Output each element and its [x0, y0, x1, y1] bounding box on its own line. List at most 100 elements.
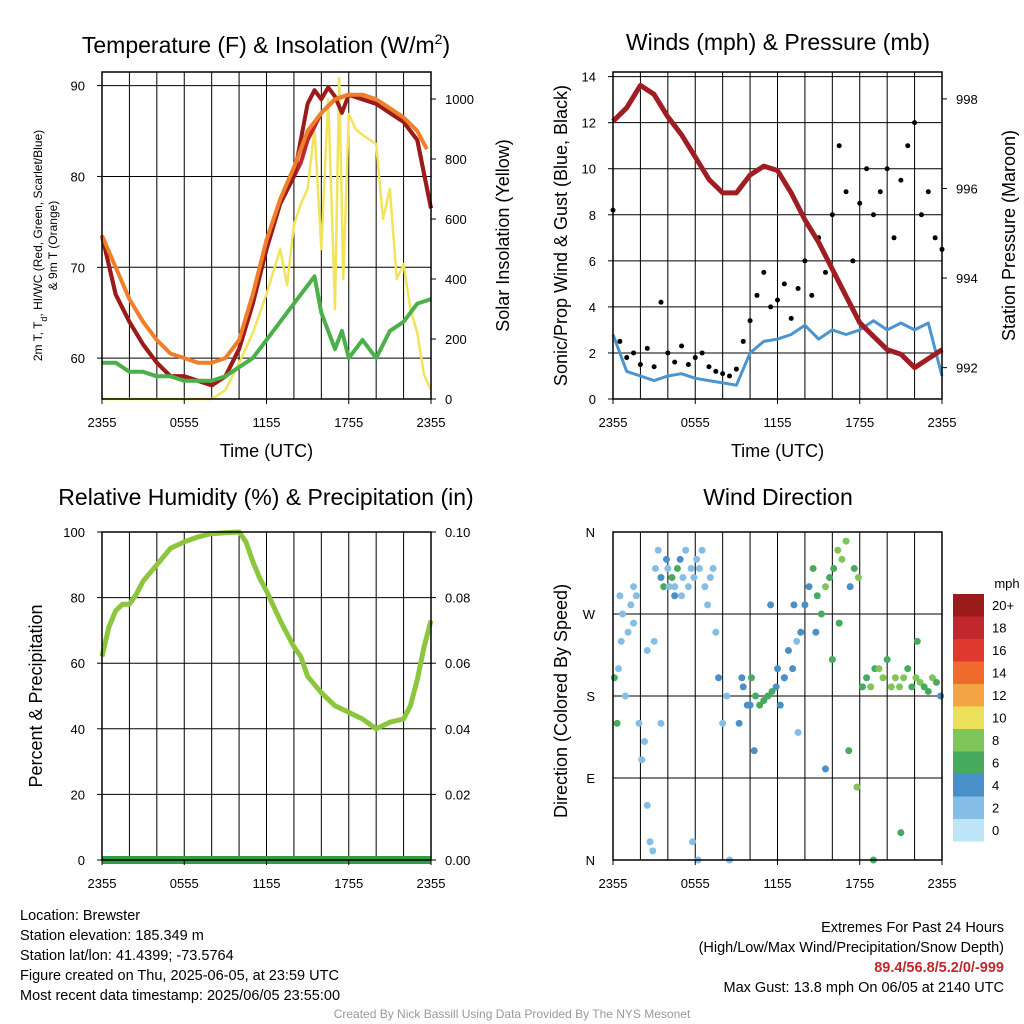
- x-tick-label: 2355: [417, 876, 446, 891]
- direction-point: [812, 628, 820, 636]
- y-tick-label: 100: [63, 525, 85, 540]
- legend-swatch: [953, 751, 984, 774]
- direction-point: [630, 583, 638, 591]
- extremes-title: Extremes For Past 24 Hours: [821, 920, 1004, 936]
- direction-point: [627, 601, 635, 609]
- gust-point: [754, 292, 760, 298]
- direction-point: [801, 601, 809, 609]
- gust-point: [692, 355, 698, 361]
- y-tick-label-right: 994: [956, 271, 978, 286]
- x-tick-label: 1755: [334, 876, 363, 891]
- y-axis-label-right: Solar Insolation (Yellow): [493, 139, 513, 331]
- y-axis-label-right: Station Pressure (Maroon): [999, 130, 1019, 341]
- direction-point: [854, 574, 862, 582]
- x-axis-label: Time (UTC): [220, 441, 313, 461]
- direction-point: [846, 583, 854, 591]
- direction-point: [678, 592, 686, 600]
- x-tick-label: 2355: [599, 415, 628, 430]
- y-axis-label-line2: & 9m T (Orange): [46, 201, 60, 291]
- y-axis-label: 2m T, Td, HI/WC (Red, Green, Scarlet/Blu…: [31, 130, 49, 361]
- direction-point: [912, 674, 920, 682]
- gust-point: [713, 368, 719, 374]
- y-tick-label-right: 200: [445, 332, 467, 347]
- direction-point: [619, 610, 627, 618]
- x-tick-label: 1755: [845, 876, 874, 891]
- chart-direction: Wind Direction 2355 0555 1155 1755 2355 N E S W N D…: [551, 484, 1020, 891]
- gust-point: [912, 120, 918, 126]
- y-tick-label: 10: [582, 162, 596, 177]
- gust-point: [836, 143, 842, 149]
- gust-point: [733, 366, 739, 372]
- y-tick-label: 0: [589, 392, 596, 407]
- gust-point: [884, 166, 890, 172]
- series-line-rh_green: [99, 529, 434, 732]
- y-axis-label: Direction (Colored By Speed): [551, 584, 571, 818]
- y-tick-label: 14: [582, 70, 596, 85]
- direction-point: [643, 801, 651, 809]
- direction-point: [617, 637, 625, 645]
- y-tick-label: E: [586, 771, 595, 786]
- gust-point: [706, 364, 712, 370]
- gust-point: [891, 235, 897, 241]
- chart-temperature: Temperature (F) & Insolation (W/m2) 2355 0…: [31, 31, 513, 461]
- y-tick-label-right: 600: [445, 212, 467, 227]
- direction-point: [723, 692, 731, 700]
- direction-point: [719, 719, 727, 727]
- y-tick-label-right: 0.04: [445, 722, 470, 737]
- direction-point: [826, 574, 834, 582]
- gust-point: [651, 364, 657, 370]
- gust-point: [747, 318, 753, 324]
- gust-point: [857, 200, 863, 206]
- direction-point: [664, 564, 672, 572]
- y-tick-label: W: [583, 607, 596, 622]
- direction-point: [613, 719, 621, 727]
- series-line-maroon: [611, 82, 944, 371]
- direction-point: [789, 665, 797, 673]
- direction-point: [651, 564, 659, 572]
- direction-point: [784, 646, 792, 654]
- direction-point: [830, 564, 838, 572]
- y-tick-label: 40: [71, 722, 85, 737]
- direction-point: [614, 665, 622, 673]
- y-tick-label-right: 1000: [445, 92, 474, 107]
- gust-point: [720, 371, 726, 377]
- legend-swatch: [953, 684, 984, 707]
- y-tick-label: 20: [71, 787, 85, 802]
- x-tick-label: 0555: [681, 876, 710, 891]
- max-gust-text: Max Gust: 13.8 mph On 06/05 at 2140 UTC: [723, 980, 1004, 996]
- y-tick-label-right: 0: [445, 392, 452, 407]
- y-tick-label-right: 0.06: [445, 656, 470, 671]
- series-line-orange: [100, 92, 429, 365]
- gust-point: [802, 258, 808, 264]
- direction-point: [809, 564, 817, 572]
- direction-point: [712, 628, 720, 636]
- legend-swatch: [953, 661, 984, 684]
- direction-point: [797, 628, 805, 636]
- legend-label: 10: [992, 711, 1006, 726]
- speed-legend: mph 20+ 18 16 14 12 10 8 6 4 2 0: [953, 576, 1020, 842]
- direction-point: [883, 656, 891, 664]
- direction-point: [842, 537, 850, 545]
- y-axis-label: Sonic/Prop Wind & Gust (Blue, Black): [551, 85, 571, 386]
- location-text: Location: Brewster: [20, 908, 141, 924]
- gust-point: [768, 304, 774, 310]
- latlon-text: Station lat/lon: 41.4399; -73.5764: [20, 948, 234, 964]
- x-tick-label: 1155: [764, 876, 792, 891]
- chart-title: Winds (mph) & Pressure (mb): [626, 29, 930, 55]
- direction-point: [900, 674, 908, 682]
- direction-point: [853, 783, 861, 791]
- y-tick-label: 70: [71, 260, 85, 275]
- direction-point: [668, 574, 676, 582]
- y-tick-label: 80: [71, 169, 85, 184]
- legend-label: 6: [992, 756, 999, 771]
- direction-point: [896, 683, 904, 691]
- gust-point: [644, 345, 650, 351]
- direction-point: [693, 555, 701, 563]
- created-text: Figure created on Thu, 2025-06-05, at 23…: [20, 968, 339, 984]
- y-tick-label: 4: [589, 300, 596, 315]
- legend-swatch: [953, 774, 984, 797]
- direction-point: [858, 683, 866, 691]
- gust-point: [870, 212, 876, 218]
- direction-point: [747, 674, 755, 682]
